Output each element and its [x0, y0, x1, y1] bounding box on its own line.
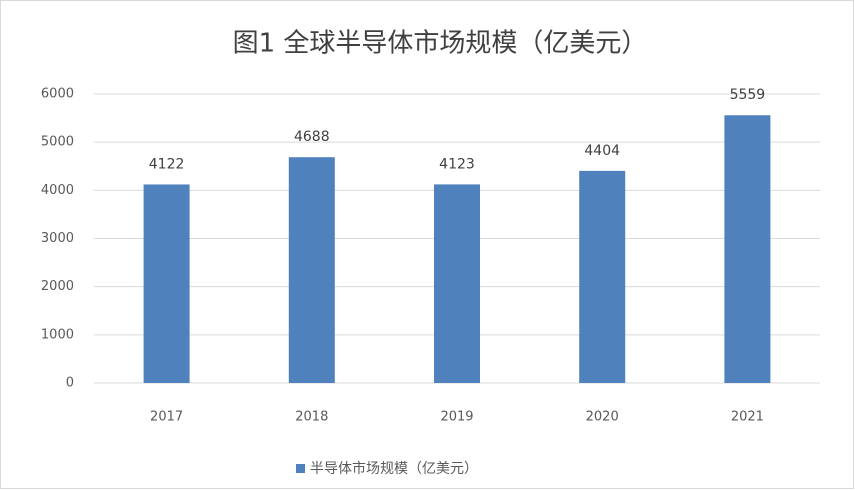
legend-label: 半导体市场规模（亿美元）: [310, 460, 478, 477]
bar: [288, 157, 335, 383]
data-label: 4688: [294, 129, 330, 145]
y-tick-label: 0: [66, 376, 74, 391]
x-tick-label: 2020: [586, 410, 619, 425]
data-label: 4122: [149, 156, 185, 172]
chart-title: 图1 全球半导体市场规模（亿美元）: [233, 29, 648, 59]
y-tick-label: 3000: [41, 231, 74, 246]
y-tick-label: 6000: [41, 87, 74, 102]
data-label: 4123: [439, 156, 475, 172]
bar: [434, 184, 480, 383]
data-label: 5559: [730, 87, 766, 103]
legend-swatch: [296, 464, 305, 473]
x-tick-label: 2017: [150, 410, 183, 425]
bar: [579, 170, 626, 383]
y-tick-label: 5000: [41, 135, 74, 150]
x-tick-label: 2019: [440, 410, 473, 425]
bar: [724, 115, 771, 383]
y-tick-label: 1000: [41, 327, 74, 342]
x-tick-label: 2021: [731, 410, 764, 425]
x-tick-label: 2018: [295, 410, 328, 425]
y-tick-label: 2000: [41, 279, 74, 294]
y-tick-label: 4000: [41, 183, 74, 198]
bar: [143, 184, 190, 383]
data-label: 4404: [584, 143, 620, 159]
